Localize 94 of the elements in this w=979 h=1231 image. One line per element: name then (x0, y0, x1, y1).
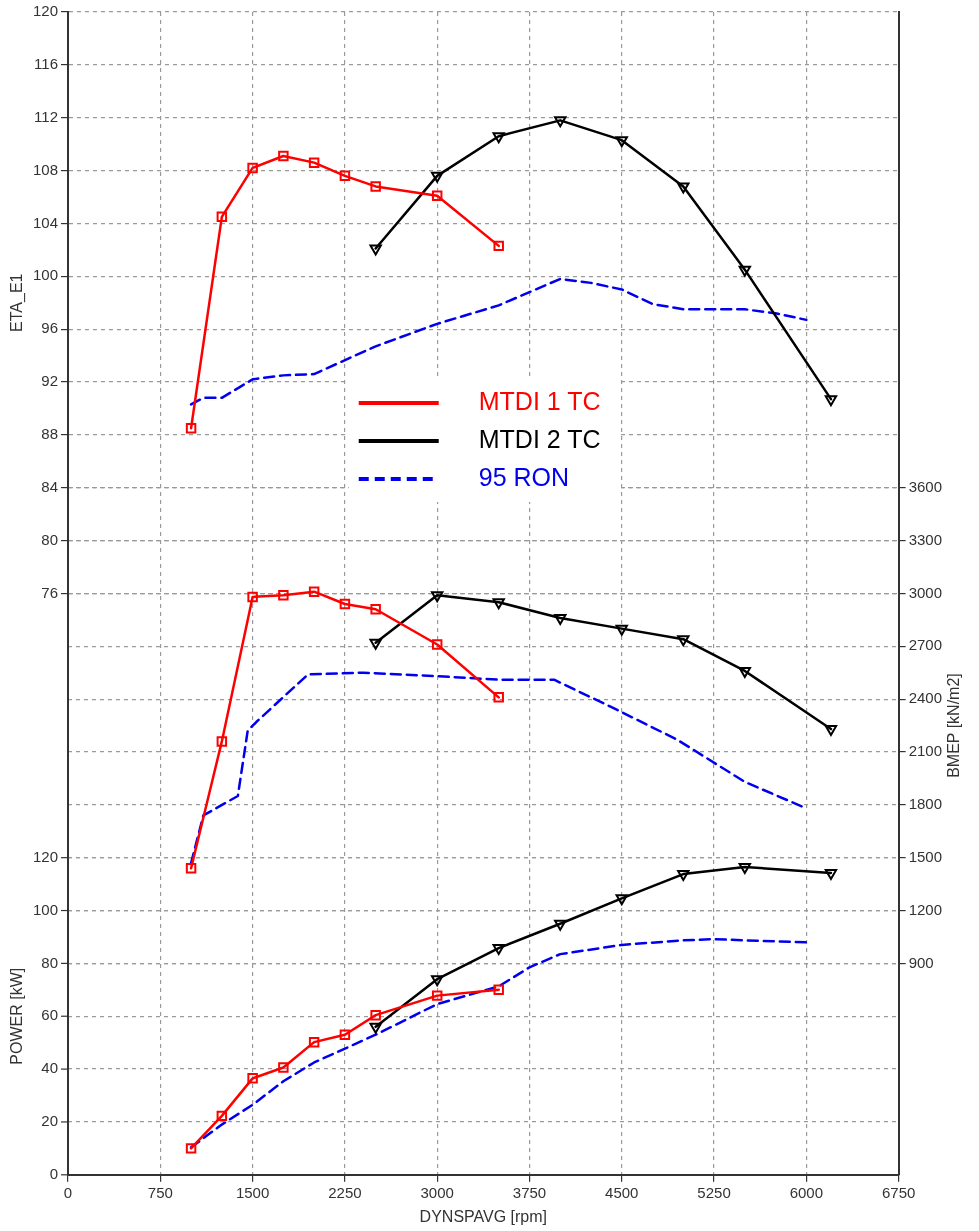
point (247, 1073, 258, 1084)
y-tick-label: 108 (33, 160, 59, 178)
point (615, 136, 628, 148)
point (278, 589, 289, 601)
point (824, 395, 838, 407)
point (738, 666, 752, 678)
point (430, 171, 444, 183)
point (738, 862, 752, 874)
x-tick-label: 0 (63, 1183, 73, 1201)
x-tick-label: 4500 (605, 1183, 639, 1201)
point (824, 869, 838, 880)
point (278, 1062, 289, 1073)
point (431, 639, 443, 650)
point (308, 586, 320, 597)
point (216, 736, 228, 747)
point (430, 975, 444, 987)
y-tick-label: 116 (34, 55, 59, 72)
point (493, 692, 504, 703)
point (339, 170, 351, 182)
point (247, 591, 258, 603)
point (369, 244, 382, 256)
x-tick-label: 3000 (420, 1183, 454, 1201)
y-tick-label: 104 (33, 213, 59, 231)
x-tick-label: 1500 (235, 1183, 270, 1201)
point (615, 894, 628, 906)
y-tick-label: 88 (41, 424, 59, 442)
legend-label: MTDI 2 TC (478, 424, 601, 453)
point (339, 598, 351, 610)
point (554, 919, 567, 931)
point (430, 591, 444, 603)
y-tick-label: 120 (33, 2, 59, 20)
point (824, 725, 838, 737)
y3-tick-label: 40 (41, 1059, 59, 1077)
point (554, 614, 567, 626)
point (615, 624, 628, 636)
y-tick-label: 92 (41, 372, 59, 390)
x-tick-label: 750 (147, 1183, 173, 1201)
x-tick-label: 6750 (881, 1183, 916, 1201)
point (370, 1009, 381, 1021)
y2-tick-label: 3300 (908, 530, 943, 548)
y3-axis-title: POWER [kW] (8, 967, 26, 1065)
point (677, 635, 690, 647)
x-tick-label: 6000 (789, 1183, 824, 1201)
y-tick-label: 80 (41, 530, 59, 548)
point (492, 944, 505, 956)
point (185, 1143, 197, 1154)
legend-label: 95 RON (478, 462, 570, 491)
y2-tick-label: 2700 (908, 636, 943, 654)
point (677, 870, 690, 882)
y2-tick-label: 2100 (908, 742, 943, 760)
legend-label: MTDI 1 TC (478, 386, 601, 415)
point (370, 604, 381, 615)
point (431, 190, 443, 201)
point (185, 422, 197, 434)
y2-tick-label: 900 (908, 953, 934, 971)
point (369, 1022, 382, 1034)
x-tick-label: 5250 (697, 1183, 731, 1201)
point (247, 162, 258, 174)
point (493, 984, 504, 996)
point (369, 638, 382, 650)
point (308, 1036, 320, 1048)
y-tick-label: 84 (41, 477, 59, 495)
point (185, 863, 197, 874)
point (370, 181, 381, 192)
y-tick-label: 96 (41, 319, 59, 337)
point (431, 990, 443, 1001)
y-tick-label: 112 (34, 107, 59, 125)
y2-tick-label: 3000 (908, 583, 943, 601)
x-tick-label: 3750 (512, 1183, 547, 1201)
y-tick-label: 76 (41, 583, 59, 601)
x-tick-label: 2250 (328, 1183, 362, 1201)
y-tick-label: 100 (33, 266, 59, 284)
point (308, 157, 320, 168)
point (339, 1029, 351, 1040)
point (554, 116, 567, 128)
point (492, 132, 505, 144)
y2-axis-title: BMEP [kN/m2] (945, 673, 963, 778)
y-axis-title: ETA_E1 (8, 273, 27, 332)
x-axis-title: DYNSPAVG [rpm] (419, 1207, 548, 1225)
point (738, 265, 752, 277)
y2-tick-label: 1200 (908, 900, 943, 918)
y2-tick-label: 1800 (908, 794, 943, 812)
point (493, 240, 504, 252)
y3-tick-label: 60 (41, 1006, 59, 1024)
y2-tick-label: 3600 (908, 477, 943, 495)
point (278, 150, 289, 162)
y2-tick-label: 1500 (908, 847, 943, 865)
point (677, 182, 690, 194)
point (492, 598, 505, 610)
y3-tick-label: 20 (41, 1112, 59, 1130)
y3-tick-label: 0 (49, 1164, 59, 1182)
point (216, 211, 228, 223)
y2-tick-label: 2400 (908, 689, 943, 707)
point (216, 1110, 228, 1122)
